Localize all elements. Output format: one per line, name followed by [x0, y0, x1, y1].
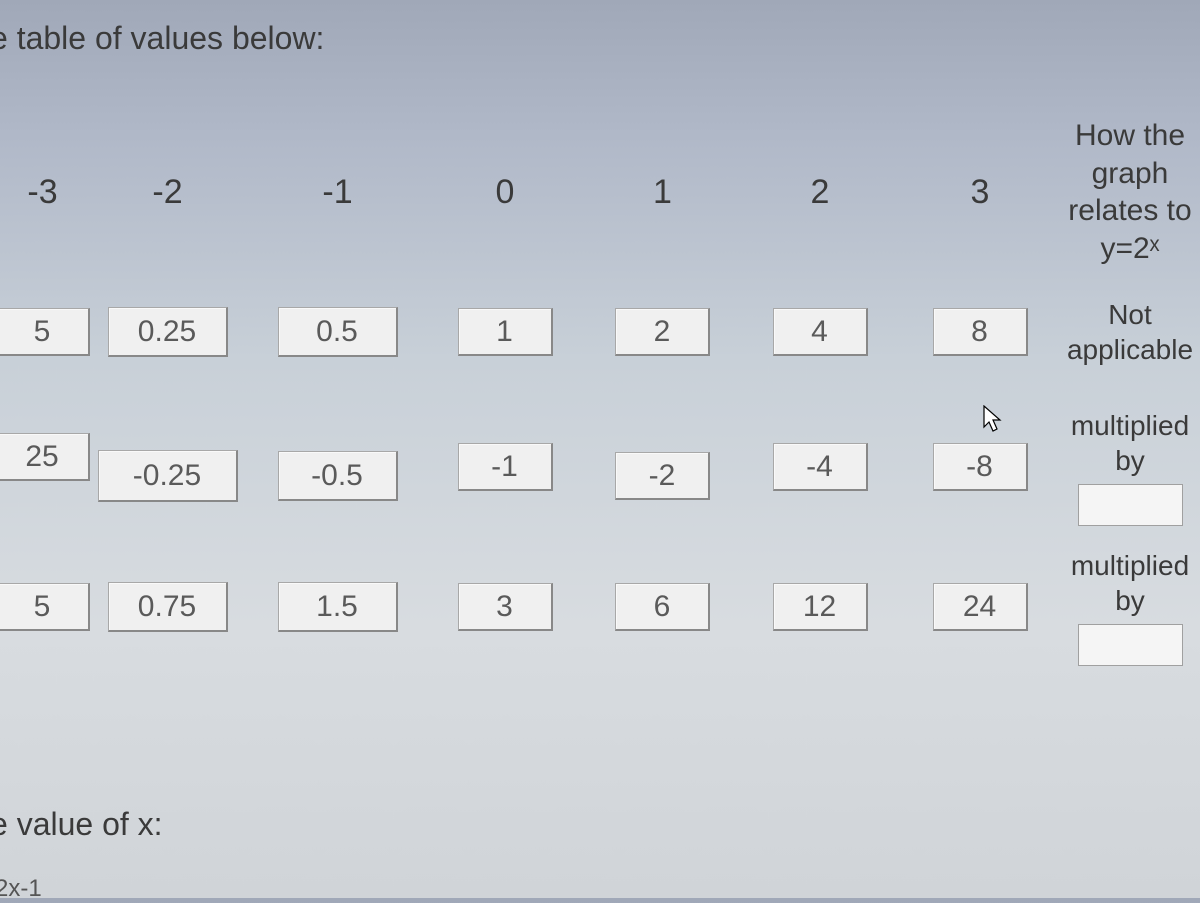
multiplier-input[interactable] — [1078, 484, 1183, 526]
table-input[interactable] — [108, 582, 228, 632]
multiplier-input[interactable] — [1078, 624, 1183, 666]
table-input[interactable] — [0, 308, 90, 356]
header-cell: 2 — [740, 173, 900, 212]
table-input[interactable] — [98, 450, 238, 502]
table-input[interactable] — [933, 583, 1028, 631]
header-cell: 1 — [585, 173, 740, 212]
table-input[interactable] — [773, 308, 868, 356]
header-cell: 0 — [425, 173, 585, 212]
page-title: e table of values below: — [0, 20, 1200, 57]
header-cell: -3 — [0, 173, 85, 212]
table-input[interactable] — [458, 308, 553, 356]
row-description: multiplied by — [1060, 548, 1200, 618]
table-input[interactable] — [615, 452, 710, 500]
table-input[interactable] — [278, 582, 398, 632]
table-input[interactable] — [458, 583, 553, 631]
table-input[interactable] — [615, 308, 710, 356]
row-description: Not applicable — [1060, 297, 1200, 367]
bottom-label: e value of x: — [0, 806, 163, 843]
table-input[interactable] — [108, 307, 228, 357]
table-input[interactable] — [933, 443, 1028, 491]
table-input[interactable] — [458, 443, 553, 491]
corner-fragment: 2x-1 — [0, 875, 42, 903]
values-table: -3 -2 -1 0 1 2 3 How the graph relates t… — [0, 117, 1200, 677]
table-input[interactable] — [0, 583, 90, 631]
row-description: multiplied by — [1060, 408, 1200, 478]
header-cell: 3 — [900, 173, 1060, 212]
table-input[interactable] — [278, 307, 398, 357]
table-input[interactable] — [278, 451, 398, 501]
table-input[interactable] — [773, 443, 868, 491]
header-cell: -2 — [85, 173, 250, 212]
table-input[interactable] — [773, 583, 868, 631]
header-description: How the graph relates to y=2ˣ — [1060, 117, 1200, 267]
table-input[interactable] — [933, 308, 1028, 356]
table-input[interactable] — [0, 433, 90, 481]
table-input[interactable] — [615, 583, 710, 631]
header-cell: -1 — [250, 173, 425, 212]
